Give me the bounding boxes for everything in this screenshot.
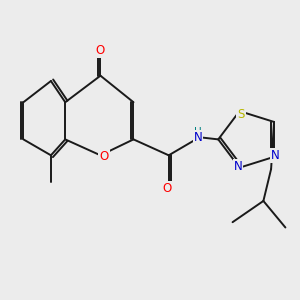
- Text: N: N: [234, 160, 242, 173]
- Text: N: N: [194, 131, 203, 144]
- Text: O: O: [96, 44, 105, 57]
- Text: S: S: [237, 108, 245, 121]
- Text: H: H: [194, 127, 202, 137]
- Text: N: N: [271, 149, 280, 162]
- Text: O: O: [99, 150, 109, 163]
- Text: O: O: [163, 182, 172, 194]
